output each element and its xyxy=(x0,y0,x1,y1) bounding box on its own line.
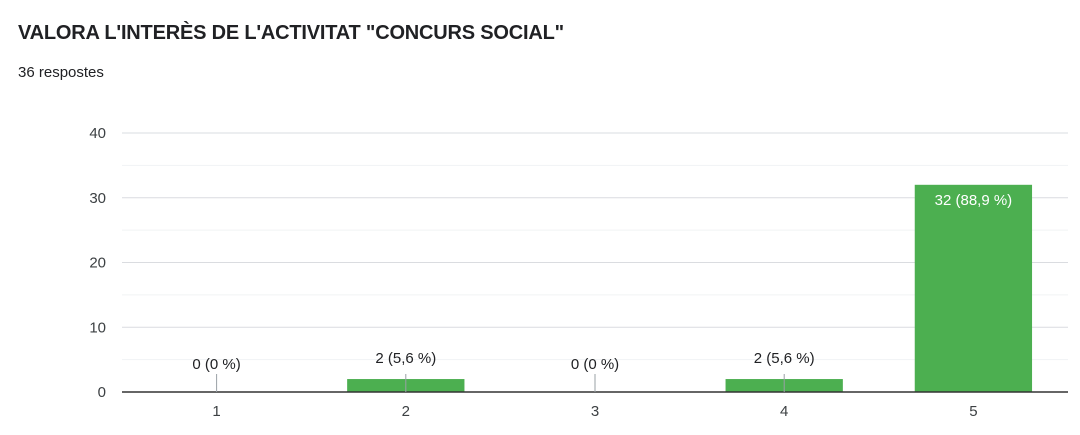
y-tick-label: 30 xyxy=(89,190,106,207)
x-tick-label: 3 xyxy=(591,403,599,420)
grid-lines xyxy=(122,132,1068,361)
x-tick-label: 1 xyxy=(212,403,220,420)
data-label: 2 (5,6 %) xyxy=(754,350,815,367)
x-axis-ticks: 1 2 3 4 5 xyxy=(212,403,977,420)
y-tick-label: 20 xyxy=(89,255,106,272)
data-label: 2 (5,6 %) xyxy=(375,350,436,367)
x-tick-label: 5 xyxy=(969,403,977,420)
bars xyxy=(347,184,1033,392)
x-tick-label: 4 xyxy=(780,403,788,420)
response-count: 36 respostes xyxy=(18,64,104,81)
data-labels: 0 (0 %) 2 (5,6 %) 0 (0 %) 2 (5,6 %) 32 (88,9… xyxy=(192,192,1012,392)
data-label: 0 (0 %) xyxy=(192,356,240,373)
chart-title: VALORA L'INTERÈS DE L'ACTIVITAT "CONCURS… xyxy=(18,22,564,44)
data-label: 32 (88,9 %) xyxy=(935,192,1013,209)
y-tick-label: 40 xyxy=(89,125,106,142)
bar[interactable] xyxy=(914,184,1033,392)
y-tick-label: 10 xyxy=(89,319,106,336)
data-label: 0 (0 %) xyxy=(571,356,619,373)
y-axis-ticks: 0 10 20 30 40 xyxy=(89,125,106,401)
y-tick-label: 0 xyxy=(98,384,106,401)
x-tick-label: 2 xyxy=(402,403,410,420)
